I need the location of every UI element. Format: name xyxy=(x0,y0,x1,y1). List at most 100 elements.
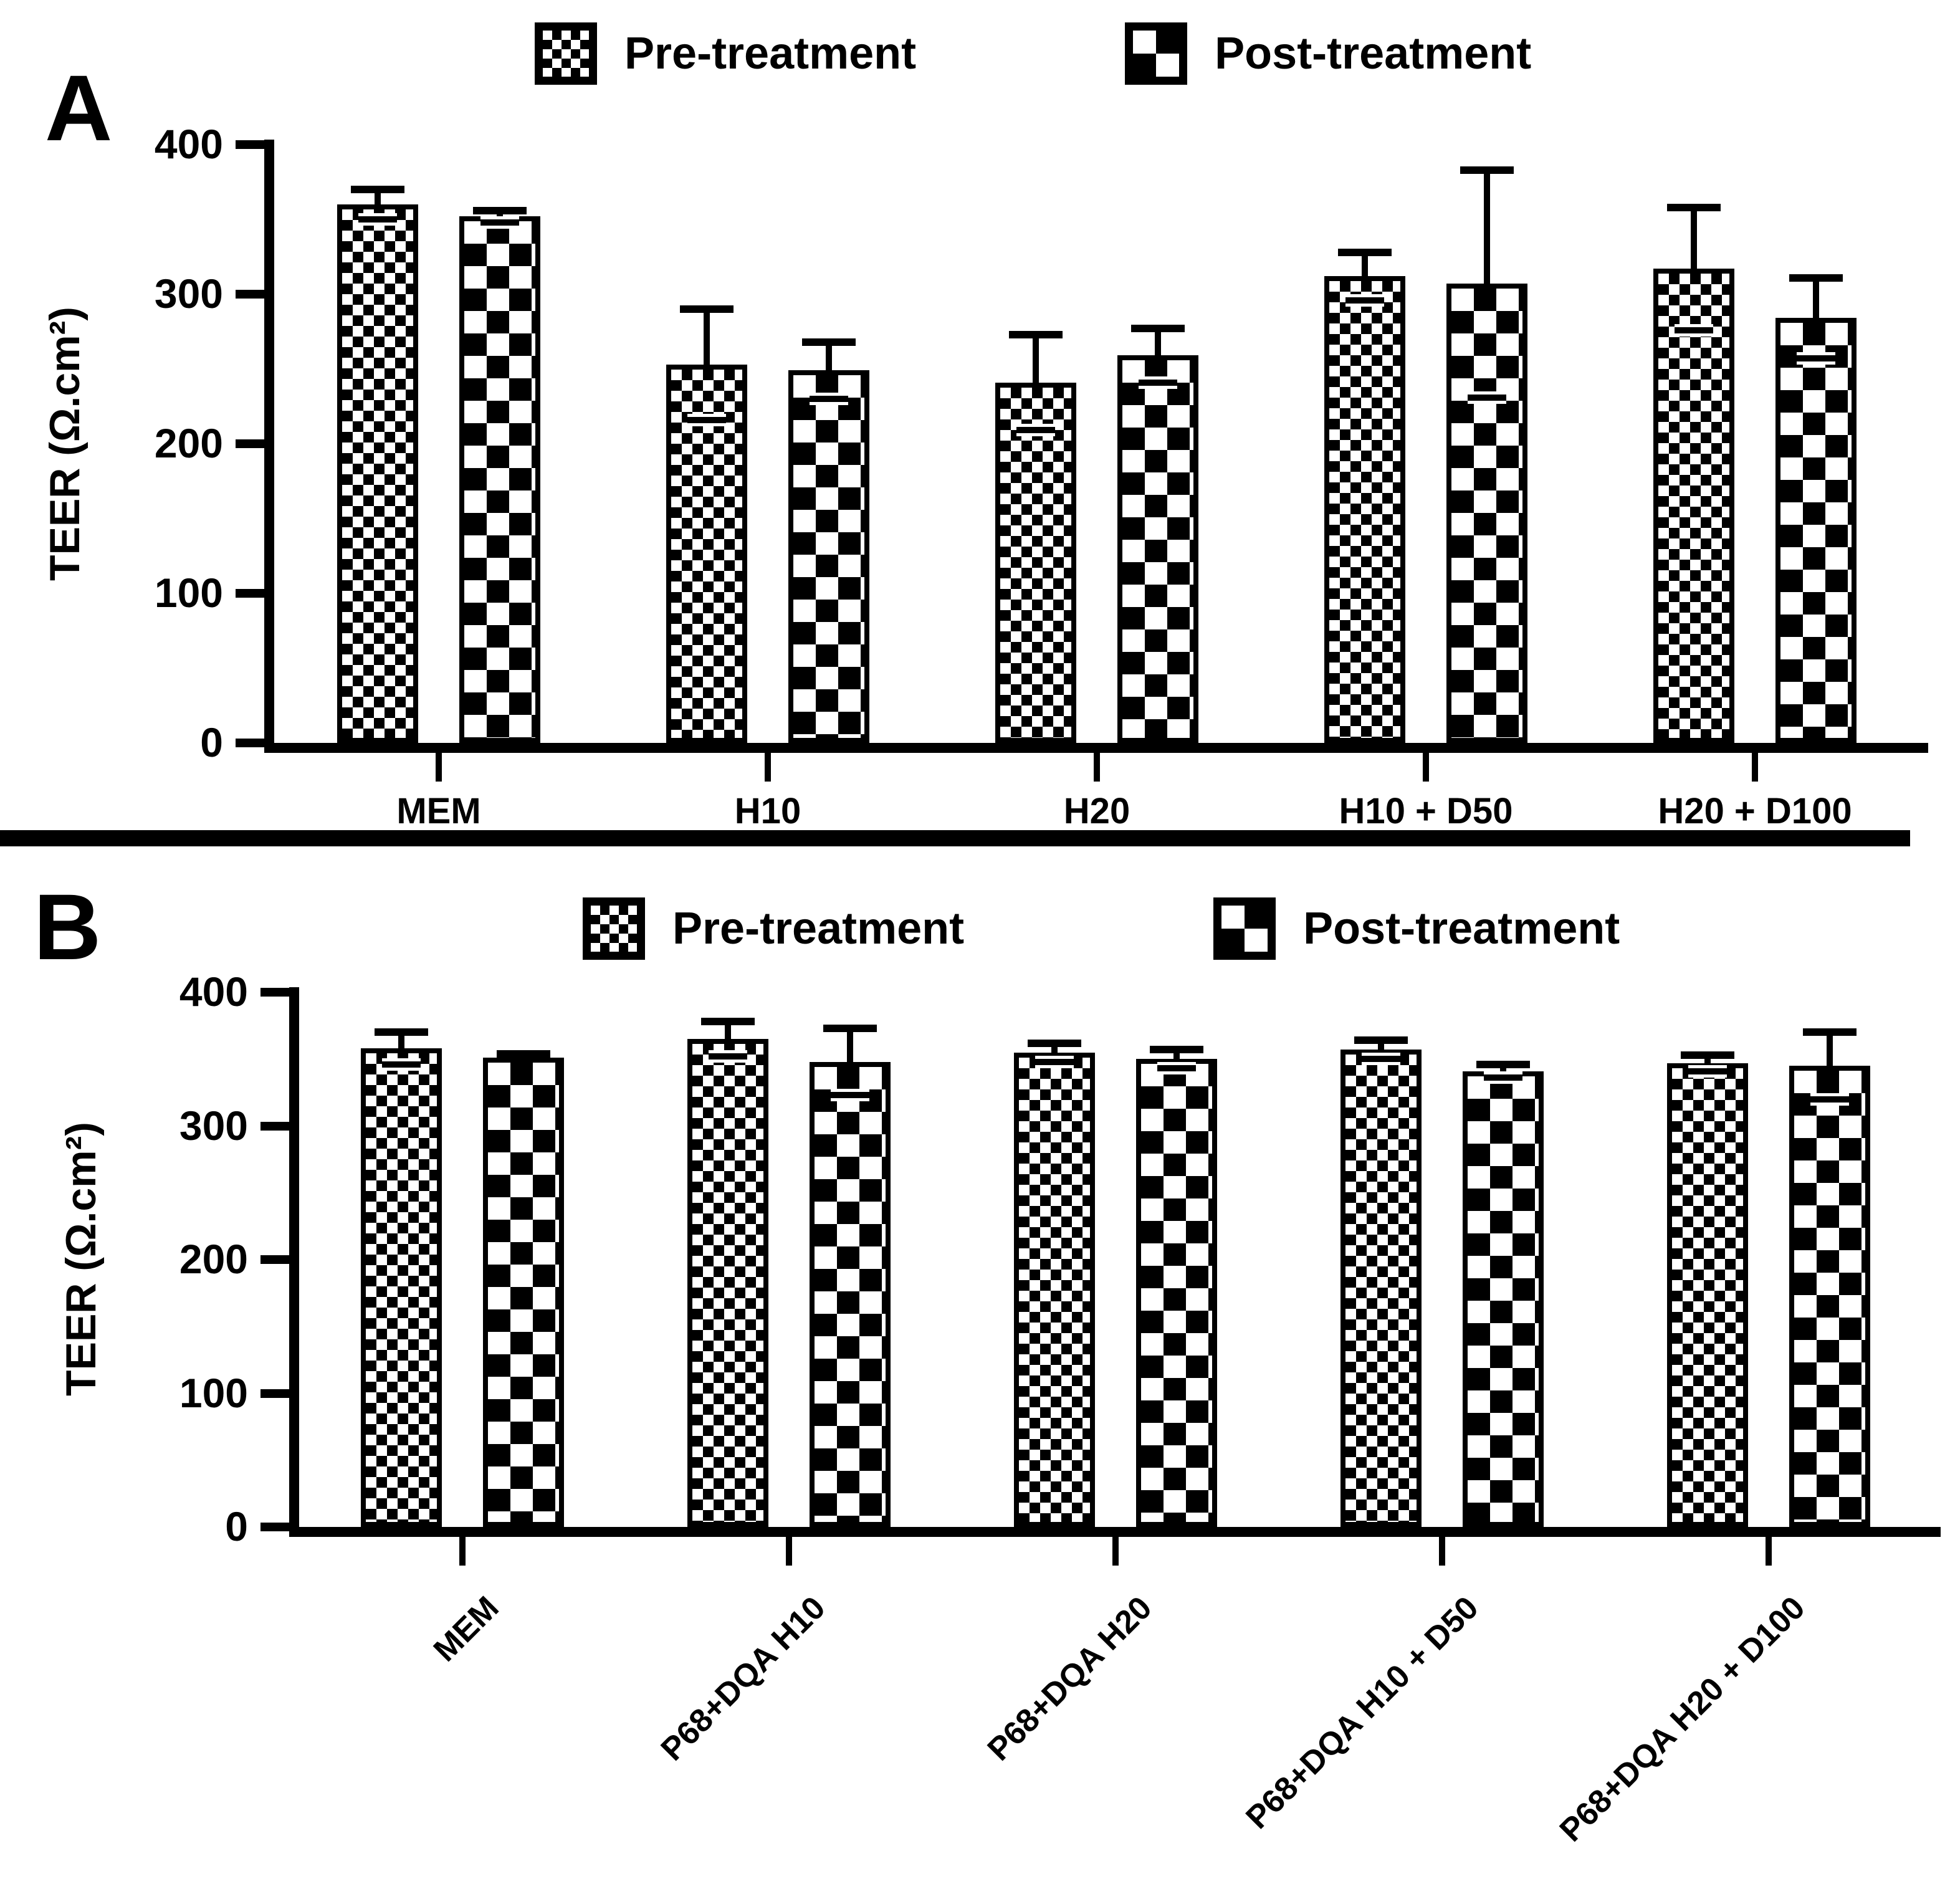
bar-pre-treatment xyxy=(1324,276,1405,743)
bar-pre-treatment xyxy=(361,1048,442,1527)
y-tick-label: 300 xyxy=(179,1102,248,1149)
y-tick-mark xyxy=(260,1523,289,1531)
x-tick-label: P68+DQA H10 xyxy=(654,1589,833,1768)
bar-pre-treatment xyxy=(995,382,1076,743)
error-bar-cap xyxy=(473,206,527,214)
x-tick-mark xyxy=(1752,753,1758,782)
bar-post-treatment xyxy=(1136,1059,1217,1527)
error-bar-lower-cap xyxy=(709,1053,747,1060)
error-bar-stem xyxy=(1173,1050,1180,1063)
x-tick-label: H20 xyxy=(1063,791,1130,831)
error-bar-lower-cap xyxy=(810,396,848,402)
error-bar-stem xyxy=(826,342,832,375)
y-tick-label: 300 xyxy=(154,270,223,317)
x-tick-label: P68+DQA H20 xyxy=(980,1589,1159,1768)
error-bar-cap xyxy=(1789,274,1843,282)
error-bar-stem xyxy=(1484,170,1490,288)
error-bar-cap xyxy=(497,1050,550,1058)
error-bar-lower-cap xyxy=(687,416,726,423)
bar-post-treatment xyxy=(483,1058,564,1527)
error-bar-cap xyxy=(1460,166,1514,174)
y-tick-mark xyxy=(260,1121,289,1131)
bar-pre-treatment xyxy=(666,364,747,743)
legend-item-post-treatment: Post-treatment xyxy=(1213,897,1620,960)
y-tick-mark xyxy=(236,140,264,149)
y-tick-label: 100 xyxy=(154,570,223,616)
y-tick-mark xyxy=(260,988,289,997)
error-bar-cap xyxy=(701,1018,755,1026)
error-bar-cap xyxy=(680,305,734,313)
error-bar-cap xyxy=(1338,248,1392,256)
bar-post-treatment xyxy=(1117,355,1198,743)
x-tick-label: MEM xyxy=(426,1589,506,1669)
bar-post-treatment xyxy=(459,216,540,743)
bar-pre-treatment xyxy=(1340,1050,1422,1527)
error-bar-lower-cap xyxy=(358,216,397,222)
error-bar-cap xyxy=(1131,325,1185,333)
plot-area-b: 400 300 200 100 0 MEM P68+DQA H10 P68+DQA H20 P6… xyxy=(179,971,1941,1849)
post-treatment-swatch-icon xyxy=(1125,22,1188,85)
error-bar-cap xyxy=(351,186,404,193)
error-bar-stem xyxy=(375,189,381,208)
legend-label-post: Post-treatment xyxy=(1303,904,1620,954)
legend-item-post-treatment: Post-treatment xyxy=(1125,22,1531,85)
error-bar-cap xyxy=(375,1028,428,1036)
pre-treatment-swatch-icon xyxy=(583,897,645,960)
y-tick-label: 400 xyxy=(154,121,223,167)
x-tick-mark xyxy=(1112,1537,1119,1566)
error-bar-stem xyxy=(847,1028,853,1066)
error-bar-stem xyxy=(1827,1032,1833,1069)
error-bar-stem xyxy=(520,1053,527,1062)
bar-post-treatment xyxy=(788,370,869,743)
bar-post-treatment xyxy=(1463,1071,1544,1527)
error-bar-lower-cap xyxy=(1139,379,1177,386)
y-tick-mark xyxy=(260,1255,289,1264)
error-bar-lower-cap xyxy=(1468,394,1506,401)
y-tick-mark xyxy=(236,589,264,598)
x-tick-mark xyxy=(459,1537,466,1566)
panel-divider xyxy=(0,830,1910,846)
error-bar-lower-cap xyxy=(1810,1096,1849,1103)
legend-item-pre-treatment: Pre-treatment xyxy=(535,22,916,85)
x-tick-mark xyxy=(1439,1537,1445,1566)
bar-post-treatment xyxy=(1789,1065,1870,1527)
error-bar-stem xyxy=(497,210,503,221)
error-bar-lower-cap xyxy=(1345,297,1384,304)
error-bar-lower-cap xyxy=(1157,1065,1196,1072)
error-bar-lower-cap xyxy=(1035,1058,1074,1065)
panel-b-letter: B xyxy=(34,874,102,979)
x-tick-mark xyxy=(786,1537,792,1566)
error-bar-cap xyxy=(823,1024,877,1032)
error-bar-stem xyxy=(1051,1043,1058,1056)
y-tick-label: 200 xyxy=(154,420,223,466)
x-tick-label: P68+DQA H20 + D100 xyxy=(1552,1589,1812,1849)
legend-label-pre: Pre-treatment xyxy=(624,29,917,79)
x-axis-line xyxy=(264,743,1928,753)
bar-pre-treatment xyxy=(1014,1052,1095,1527)
post-treatment-swatch-icon xyxy=(1213,897,1276,960)
error-bar-cap xyxy=(1803,1028,1857,1036)
bar-pre-treatment xyxy=(687,1039,768,1527)
y-tick-mark xyxy=(236,739,264,747)
error-bar-cap xyxy=(1150,1046,1203,1054)
panel-a-letter: A xyxy=(45,55,113,160)
pre-treatment-swatch-icon xyxy=(535,22,597,85)
y-axis-line xyxy=(289,987,299,1537)
error-bar-lower-cap xyxy=(1797,355,1835,362)
error-bar-lower-cap xyxy=(480,219,519,226)
legend-a: Pre-treatment Post-treatment xyxy=(535,22,1531,85)
bar-post-treatment xyxy=(1446,284,1527,743)
error-bar-stem xyxy=(1500,1064,1506,1075)
x-tick-mark xyxy=(1094,753,1100,782)
y-axis-title-b: TEER (Ω.cm²) xyxy=(57,1122,105,1396)
error-bar-cap xyxy=(1354,1036,1408,1045)
bar-pre-treatment xyxy=(1653,269,1734,743)
legend-label-post: Post-treatment xyxy=(1215,29,1532,79)
error-bar-stem xyxy=(1033,334,1039,386)
legend-label-pre: Pre-treatment xyxy=(672,904,965,954)
x-tick-label: P68+DQA H10 + D50 xyxy=(1239,1589,1486,1836)
error-bar-cap xyxy=(1028,1039,1081,1047)
x-tick-label: H10 xyxy=(734,791,801,831)
y-tick-label: 0 xyxy=(200,719,223,765)
